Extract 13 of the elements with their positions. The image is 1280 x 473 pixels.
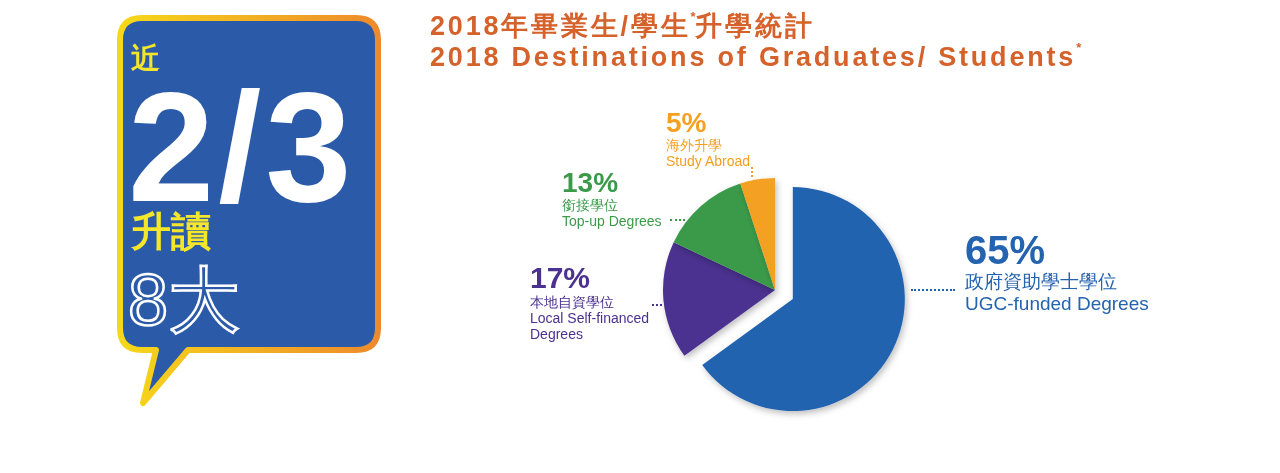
slice-label: 海外升學 Study Abroad [666,137,751,169]
legend-label: 政府資助學士學位 UGC-funded Degrees [965,271,1149,315]
slice-label: 本地自資學位 Local Self-financed Degrees [530,294,651,342]
text: 升讀 [131,209,211,253]
chart-title: 2018年畢業生/學生$^{*}$升學統計 [430,9,815,41]
text: 8大 [128,260,241,340]
data-label: 17% [530,261,591,294]
data-label: 65% [965,228,1046,272]
chart-subtitle: 2018 Destinations of Graduates/ Students$^{*}$ [430,40,1082,72]
slice-label: 銜接學位 Top-up Degrees [562,197,662,229]
data-label: 5% [666,107,707,138]
text: 近 [131,42,160,74]
data-label: 13% [562,167,619,198]
